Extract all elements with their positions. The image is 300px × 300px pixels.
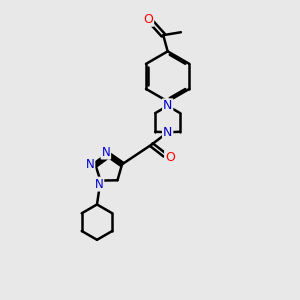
Text: N: N	[163, 99, 172, 112]
Text: N: N	[163, 126, 172, 139]
Text: N: N	[94, 178, 103, 190]
Text: N: N	[86, 158, 94, 171]
Text: N: N	[101, 146, 110, 159]
Text: O: O	[165, 151, 175, 164]
Text: O: O	[143, 13, 153, 26]
